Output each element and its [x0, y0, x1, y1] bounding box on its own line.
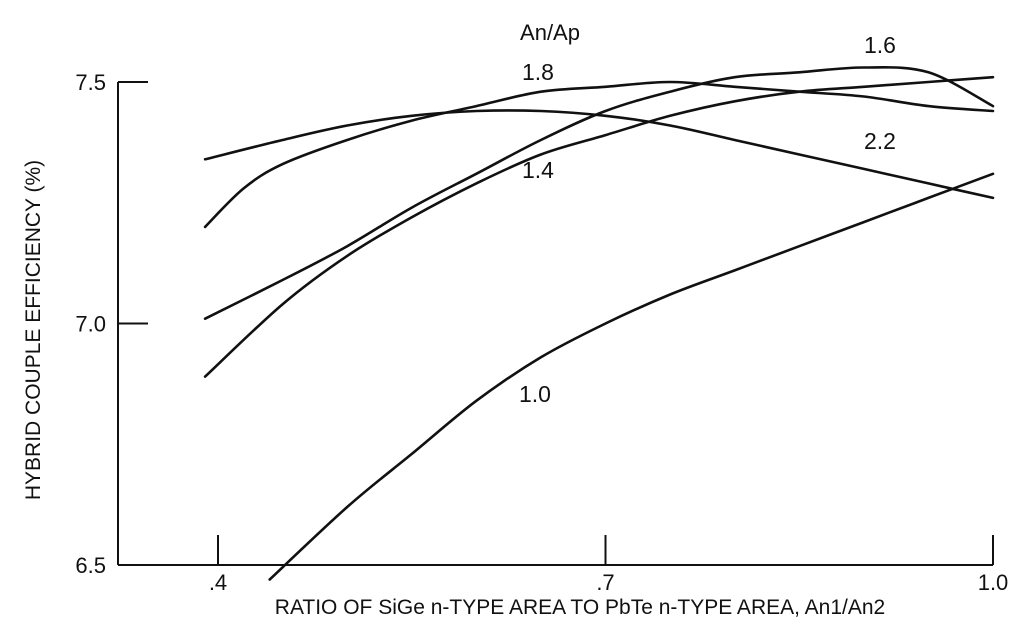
series-label-1-6: 1.6 — [864, 32, 896, 58]
series-group: 1.0 1.4 1.6 1.8 2.2 — [203, 32, 995, 581]
series-line-1-0 — [268, 172, 995, 581]
x-tick-label: .4 — [209, 570, 227, 595]
series-label-1-0: 1.0 — [519, 381, 551, 407]
x-tick-label: 1.0 — [978, 570, 1009, 595]
y-tick-label: 7.5 — [75, 70, 106, 95]
y-tick-label: 6.5 — [75, 553, 106, 578]
x-axis-title: RATIO OF SiGe n-TYPE AREA TO PbTe n-TYPE… — [275, 596, 885, 619]
y-axis-title: HYBRID COUPLE EFFICIENCY (%) — [22, 160, 45, 500]
series-line-1-6 — [203, 66, 995, 320]
axes: 6.5 7.0 7.5 .4 .7 1.0 — [75, 70, 1008, 595]
y-tick-label: 7.0 — [75, 312, 106, 337]
x-tick-label: .7 — [596, 570, 614, 595]
series-label-1-8: 1.8 — [522, 59, 554, 85]
series-line-1-8 — [203, 80, 995, 229]
legend-title: An/Ap — [520, 20, 580, 45]
series-line-2-2 — [203, 109, 995, 200]
series-line-1-4 — [203, 75, 995, 378]
series-label-2-2: 2.2 — [864, 128, 896, 154]
series-label-1-4: 1.4 — [522, 157, 554, 183]
